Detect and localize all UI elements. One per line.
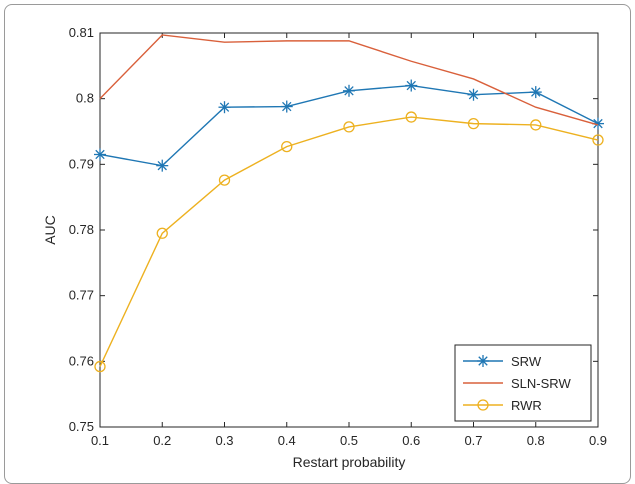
data-point [405,111,417,123]
asterisk-stroke [219,102,230,112]
data-point [343,121,355,133]
legend-label: SLN-SRW [511,376,571,391]
y-tick-label: 0.81 [69,25,94,40]
data-point [94,148,106,161]
asterisk-stroke [531,87,541,97]
y-tick-label: 0.8 [76,91,94,106]
x-tick-label: 0.9 [589,433,607,448]
legend: SRW SLN-SRW RWR [454,344,592,422]
asterisk-stroke [95,149,105,160]
data-point [218,101,231,114]
asterisk-stroke [282,101,292,112]
x-tick-label: 0.6 [402,433,420,448]
data-point [530,119,542,131]
legend-item: SLN-SRW [463,376,571,391]
data-point [343,84,355,97]
x-tick-label: 0.3 [215,433,233,448]
y-tick-label: 0.79 [69,156,94,171]
asterisk-stroke [344,86,354,96]
legend-marker [477,355,489,367]
x-tick-label: 0.8 [527,433,545,448]
x-tick-label: 0.5 [340,433,358,448]
legend-item: RWR [463,398,542,413]
asterisk-stroke [468,90,479,100]
legend-marker [477,399,489,411]
data-point [218,174,231,186]
x-tick-label: 0.4 [278,433,296,448]
series-srw [94,79,604,172]
asterisk-stroke [157,160,167,171]
y-tick-label: 0.76 [69,353,94,368]
legend-item: SRW [463,354,542,369]
data-point [467,117,480,130]
y-axis-title: AUC [42,215,58,245]
data-point [529,86,542,99]
y-tick-label: 0.78 [69,222,94,237]
asterisk-stroke [406,80,416,91]
data-point [156,227,168,239]
data-point [592,117,604,130]
asterisk-stroke [478,356,488,366]
y-tick-label: 0.77 [69,288,94,303]
x-tick-label: 0.2 [153,433,171,448]
data-point [405,79,418,92]
x-tick-label: 0.7 [464,433,482,448]
data-point [94,360,106,373]
y-tick-label: 0.75 [69,419,94,434]
data-point [592,134,604,146]
data-point [280,100,293,113]
legend-label: SRW [511,354,542,369]
x-axis-title: Restart probability [293,454,406,470]
series-line [99,34,599,126]
x-tick-label: 0.1 [91,433,109,448]
series-sln-srw [99,34,599,126]
data-point [467,88,480,101]
data-point [156,159,169,172]
series-line [99,116,599,367]
data-point [281,140,293,153]
legend-label: RWR [511,398,542,413]
series-rwr [94,111,604,373]
asterisk-stroke [593,118,603,129]
